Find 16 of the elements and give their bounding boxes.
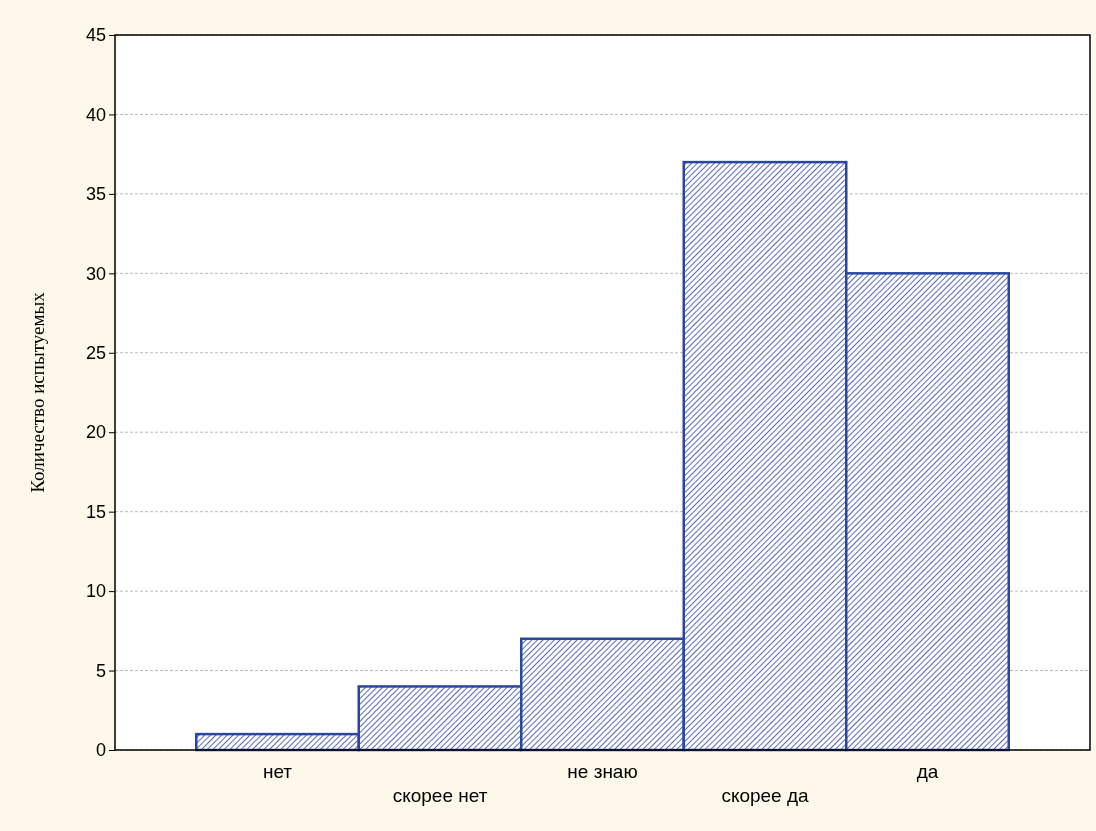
- x-tick-label: скорее да: [721, 785, 810, 807]
- y-tick-label: 5: [95, 660, 106, 681]
- x-tick-label: скорее нет: [392, 785, 488, 807]
- y-tick-label: 20: [85, 422, 106, 443]
- y-tick-label: 45: [85, 25, 106, 46]
- x-tick-label: нет: [262, 760, 293, 782]
- y-tick-label: 0: [95, 740, 106, 761]
- y-tick-label: 30: [85, 263, 106, 284]
- y-tick-label: 40: [85, 104, 106, 125]
- y-tick-label: 35: [85, 184, 106, 205]
- y-axis-title: Количество испытуемых: [27, 291, 48, 493]
- x-tick-label: не знаю: [567, 760, 638, 782]
- x-tick-label: да: [916, 760, 939, 782]
- y-tick-label: 25: [85, 343, 106, 364]
- y-tick-label: 10: [85, 581, 106, 602]
- y-tick-label: 15: [85, 501, 106, 522]
